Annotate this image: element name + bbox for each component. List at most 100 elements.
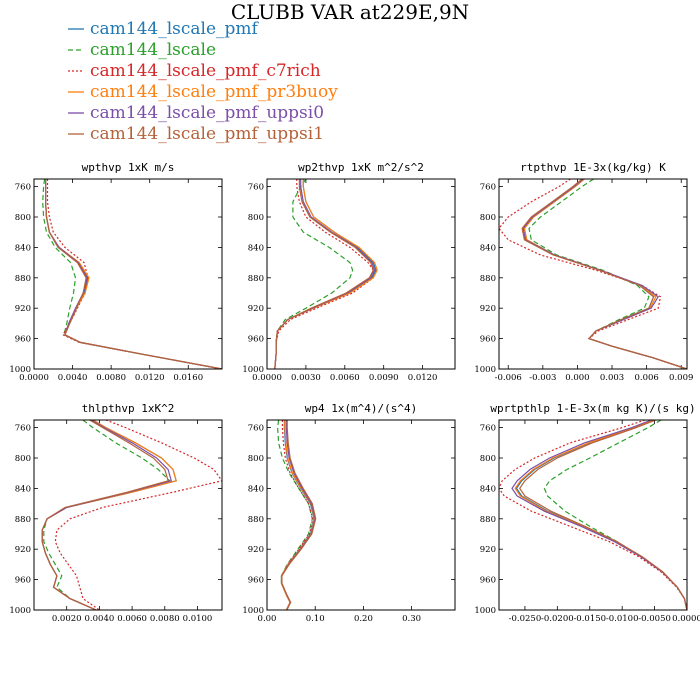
plot-frame [266,178,456,370]
series-group [276,420,317,610]
series-line-cam144_lscale_pmf_pr3buoy [44,179,222,369]
series-line-cam144_lscale_pmf_pr3buoy [280,420,316,610]
series-line-cam144_lscale_pmf_uppsi1 [518,420,687,610]
panel-4: thlpthvp 1xK^2 760 800 840 880 920 960 1000 0.00… [9,402,223,624]
y-tick-label: 840 [480,243,496,253]
y-tick-label: 760 [15,183,31,193]
x-tick-label: 0.0090 [369,373,399,383]
panel-title: wpthvp 1xK m/s [82,161,175,174]
series-group [499,179,687,369]
y-tick-label: 960 [15,576,31,586]
legend-entry: cam144_lscale [90,40,216,60]
x-tick-label: -0.006 [495,373,522,383]
x-tick-label: 0.003 [600,373,624,383]
y-tick-label: 800 [15,454,31,464]
y-tick-label: 760 [248,183,264,193]
y-tick-label: 1000 [474,606,496,616]
x-tick-label: 0.10 [306,614,325,624]
y-tick-label: 960 [248,576,264,586]
y-tick-label: 920 [248,545,264,555]
x-tick-label: 0.0080 [96,373,126,383]
y-tick-label: 800 [15,213,31,223]
plot-frame [498,178,688,370]
y-tick-label: 760 [480,424,496,434]
y-tick-label: 920 [480,545,496,555]
panel-5: wp4 1x(m^4)/(s^4)76080084088092096010000… [242,402,456,624]
y-tick-label: 880 [480,515,496,525]
x-tick-label: 0.0040 [85,614,115,624]
panel-6: wprtpthlp 1-E-3x(m kg K)/(s kg) 760 800 840… [474,402,700,624]
series-line-cam144_lscale [42,179,222,369]
x-tick-label: 0.30 [402,614,421,624]
plot-frame [33,419,223,611]
x-tick-label: -0.003 [529,373,556,383]
x-tick-label: 0.0160 [173,373,203,383]
y-tick-label: 920 [480,304,496,314]
legend: cam144_lscale_pmfcam144_lscalecam144_lsc… [68,19,338,144]
series-line-cam144_lscale_pmf_uppsi1 [281,420,317,610]
panel-1: wpthvp 1xK m/s76080084088092096010000.00… [9,161,223,383]
y-tick-label: 960 [15,335,31,345]
series-line-cam144_lscale_pmf_uppsi0 [41,420,173,610]
plot-frame [266,419,456,611]
legend-entry: cam144_lscale_pmf_uppsi1 [90,124,324,144]
series-line-cam144_lscale_pmf_uppsi1 [521,179,687,369]
y-tick-label: 800 [248,454,264,464]
x-tick-label: -0.0100 [606,614,639,624]
panel-title: wp2thvp 1xK m^2/s^2 [298,161,424,174]
plot-frame [33,178,223,370]
x-tick-label: 0.0120 [135,373,165,383]
y-tick-label: 880 [480,274,496,284]
panel-2: wp2thvp 1xK m^2/s^2 760 800 840 880 920 960 100… [242,161,456,383]
y-tick-label: 760 [480,183,496,193]
y-tick-label: 840 [15,243,31,253]
series-line-cam144_lscale_pmf_uppsi0 [511,420,687,610]
y-tick-label: 1000 [9,365,31,375]
x-tick-label: 0.0030 [291,373,321,383]
series-line-cam144_lscale_pmf_c7rich [274,179,374,369]
x-tick-label: 0.009 [669,373,693,383]
x-tick-label: 0.006 [634,373,658,383]
series-group [274,179,378,369]
y-tick-label: 840 [248,484,264,494]
series-line-cam144_lscale [276,420,313,610]
x-tick-label: 0.0020 [52,614,82,624]
figure-title: CLUBB VAR at229E,9N [231,0,469,24]
y-tick-label: 920 [248,304,264,314]
y-tick-label: 920 [15,545,31,555]
y-tick-label: 760 [15,424,31,434]
series-line-cam144_lscale_pmf_c7rich [46,179,222,369]
y-tick-label: 960 [248,335,264,345]
series-line-cam144_lscale_pmf [41,420,177,610]
series-group [42,179,222,369]
y-tick-label: 920 [15,304,31,314]
x-tick-label: 0.0000 [19,373,49,383]
x-tick-label: 0.000 [565,373,589,383]
x-tick-label: -0.0150 [573,614,606,624]
y-tick-label: 880 [15,274,31,284]
series-line-cam144_lscale [543,420,687,610]
x-tick-label: 0.0000 [252,373,282,383]
y-tick-label: 800 [248,213,264,223]
x-tick-label: 0.0080 [150,614,180,624]
panel-title: wp4 1x(m^4)/(s^4) [305,402,418,415]
legend-entry: cam144_lscale_pmf [90,19,260,39]
y-tick-label: 960 [480,576,496,586]
series-line-cam144_lscale_pmf [274,179,377,369]
y-tick-label: 880 [15,515,31,525]
panel-title: thlpthvp 1xK^2 [82,402,175,415]
panel-title: wprtpthlp 1-E-3x(m kg K)/(s kg) [490,402,695,415]
y-tick-label: 880 [248,274,264,284]
y-tick-label: 800 [480,454,496,464]
plot-frame [498,419,688,611]
series-line-cam144_lscale_pmf_c7rich [499,420,687,610]
x-tick-label: 0.00 [258,614,277,624]
x-tick-label: 0.0100 [183,614,213,624]
y-tick-label: 880 [248,515,264,525]
legend-entry: cam144_lscale_pmf_c7rich [90,61,321,81]
y-tick-label: 840 [15,484,31,494]
x-tick-label: 0.0120 [408,373,438,383]
series-line-cam144_lscale_pmf [44,179,222,369]
y-tick-label: 1000 [242,365,264,375]
